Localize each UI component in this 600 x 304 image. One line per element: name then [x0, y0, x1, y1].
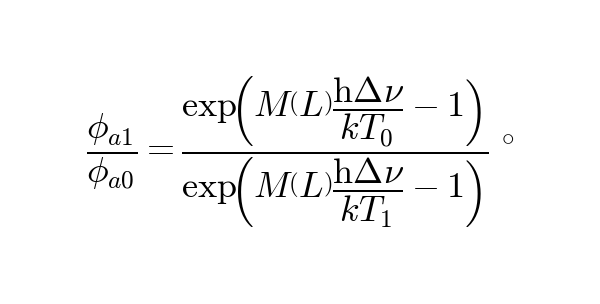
Text: $\dfrac{\phi_{a1}}{\phi_{a0}} = \dfrac{\mathrm{exp}\!\left(M\left(L\right)\dfrac: $\dfrac{\phi_{a1}}{\phi_{a0}} = \dfrac{\…: [86, 74, 514, 230]
